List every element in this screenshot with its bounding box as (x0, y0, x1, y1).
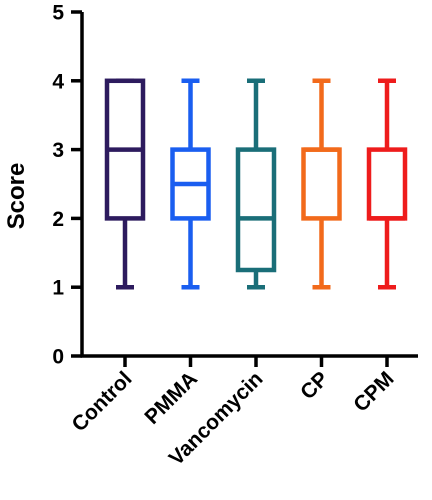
x-tick-label-cpm: CPM (349, 367, 398, 416)
y-tick-label: 0 (52, 346, 64, 369)
y-tick-label: 3 (52, 139, 64, 162)
y-tick-label: 2 (52, 208, 64, 231)
y-tick-label: 4 (52, 70, 64, 93)
y-axis-title: Score (3, 163, 30, 230)
axes (71, 10, 418, 367)
y-tick-label: 5 (52, 2, 64, 25)
x-tick-label-pmma: PMMA (140, 367, 202, 429)
box-pmma (170, 78, 211, 290)
y-tick-label: 1 (52, 277, 64, 300)
iqr-box (235, 147, 277, 273)
x-tick-label-cp: CP (296, 367, 333, 404)
box-vancomycin (235, 78, 277, 290)
box-control (104, 78, 146, 290)
box-cpm (366, 78, 408, 290)
box-cp (301, 78, 342, 290)
boxes (104, 78, 408, 290)
iqr-box (366, 147, 408, 221)
iqr-box (301, 147, 342, 221)
x-tick-label-control: Control (67, 367, 136, 436)
